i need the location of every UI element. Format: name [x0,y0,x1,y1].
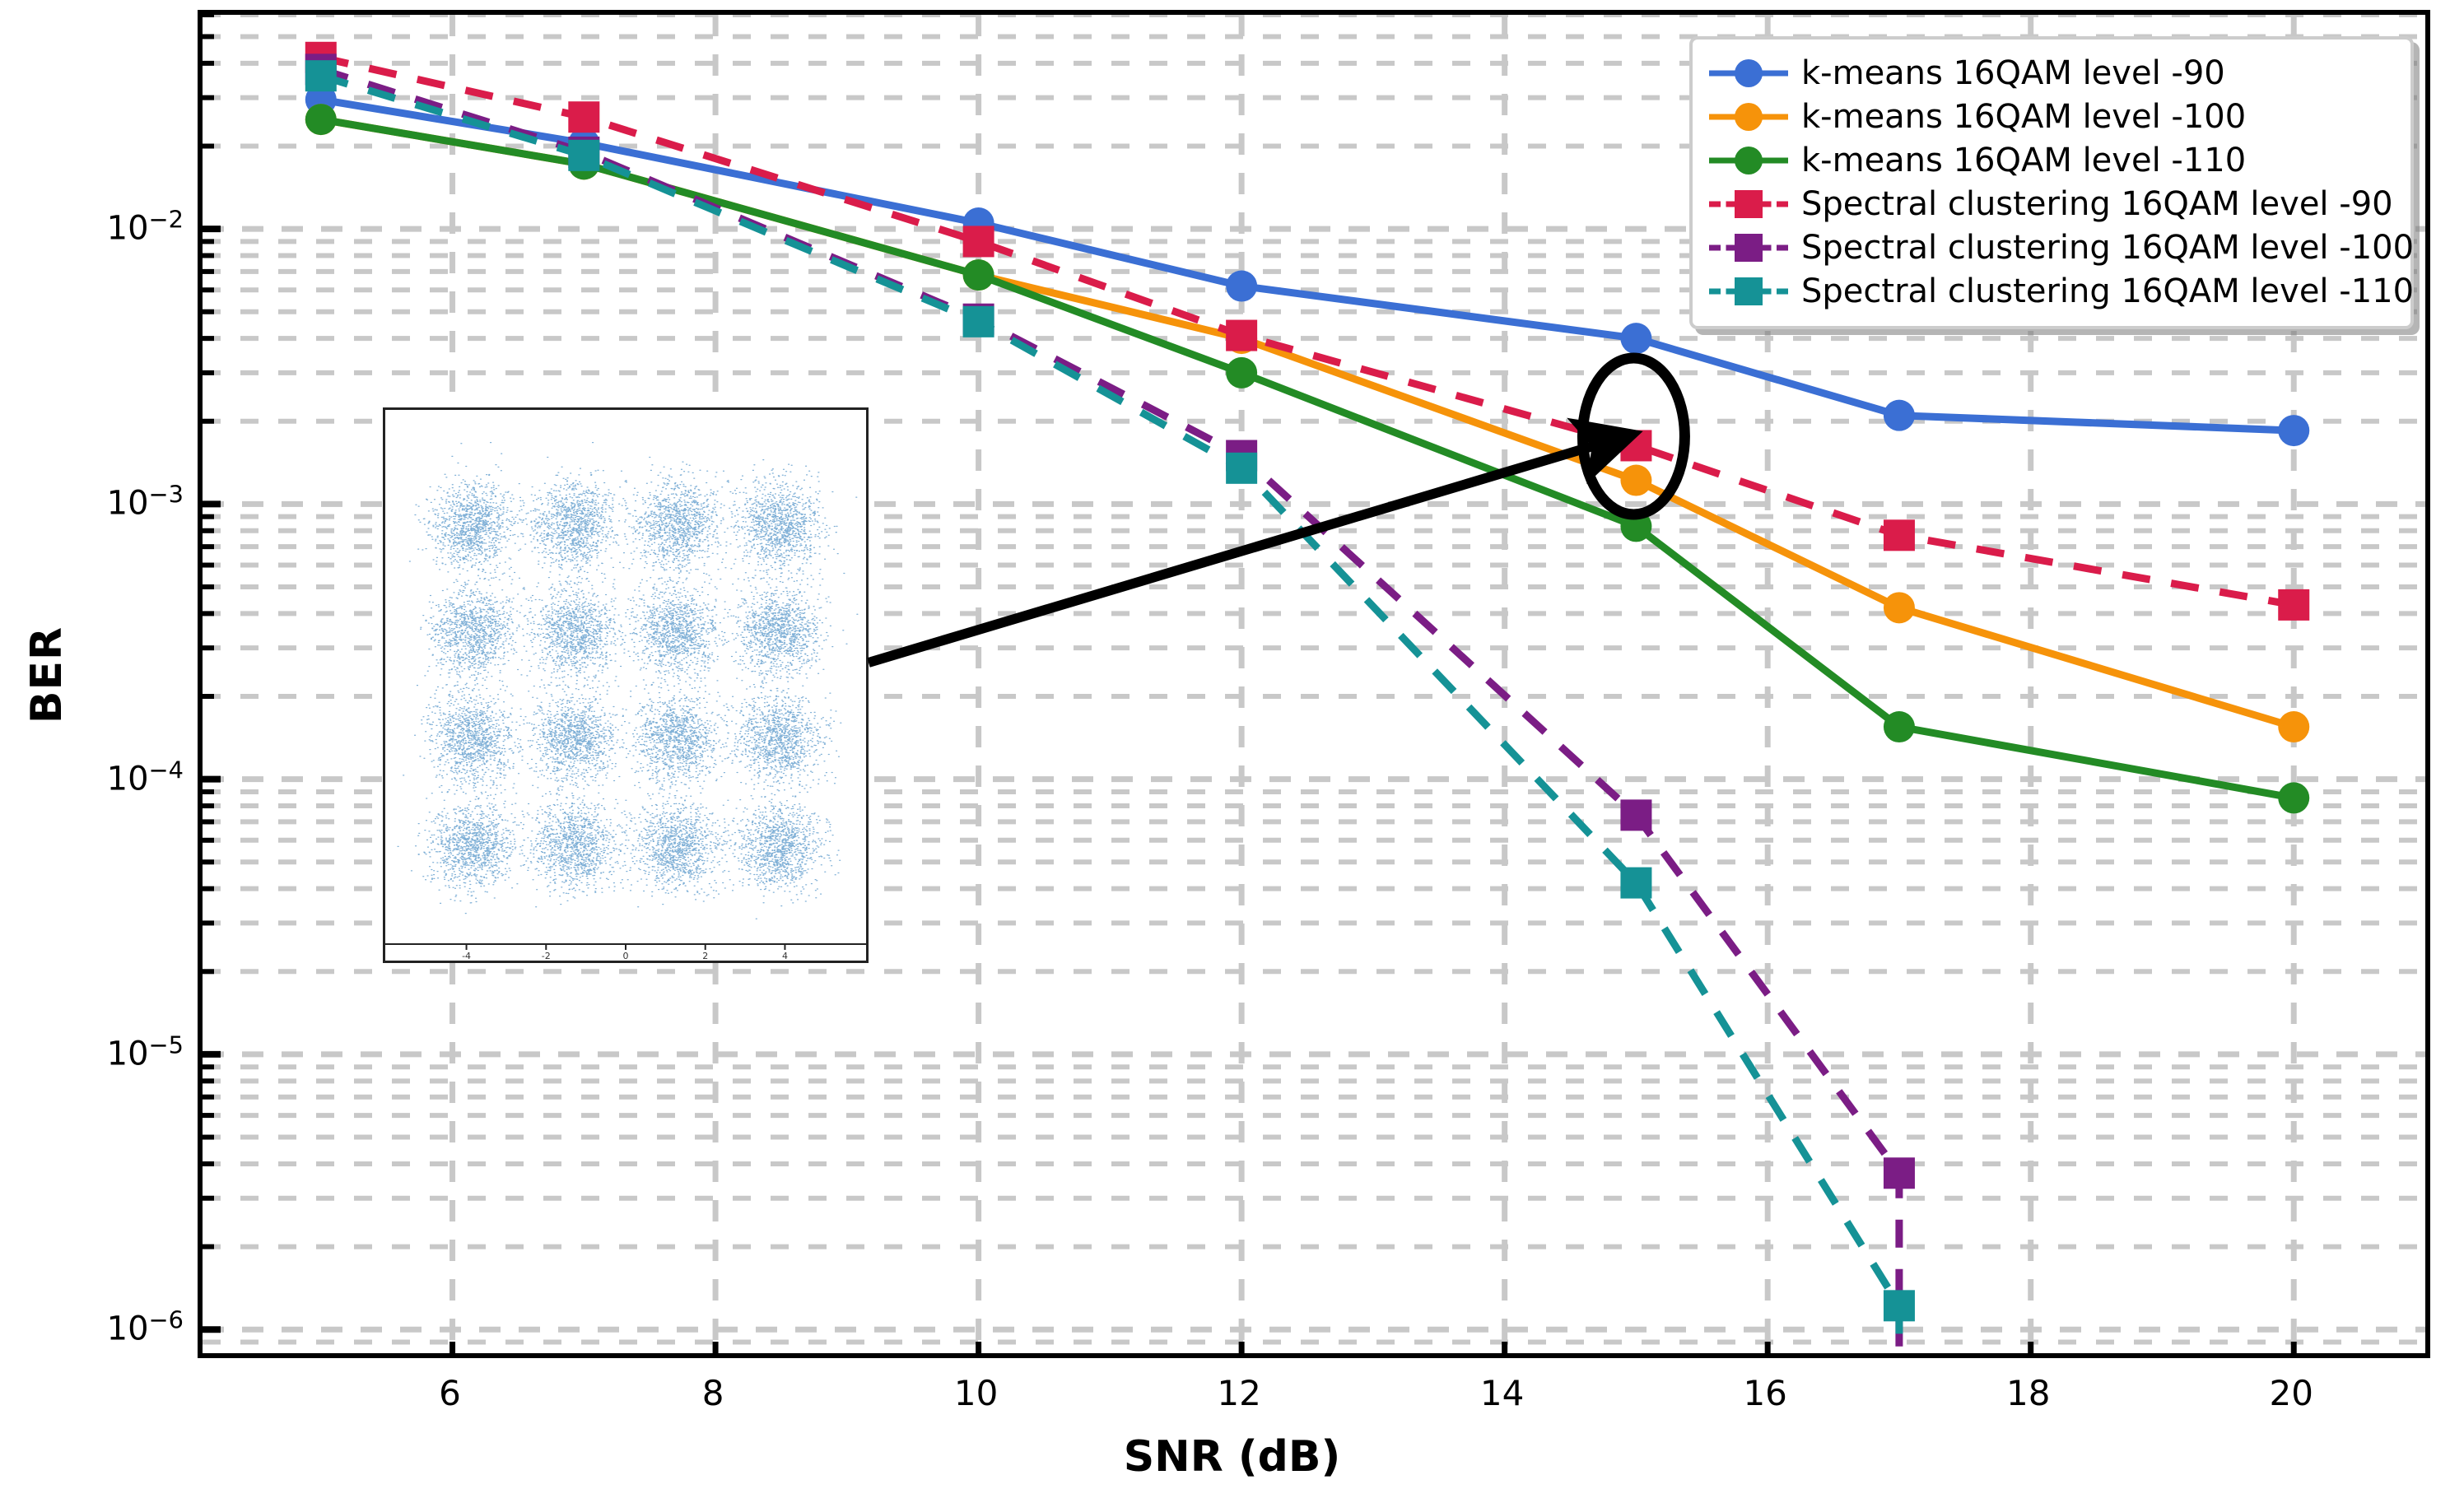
data-point-marker [1883,592,1915,624]
inset-constellation-panel: -4 -2 0 2 4 [383,407,869,963]
x-tick-label: 6 [439,1373,461,1413]
x-tick-label: 10 [953,1373,999,1413]
series-3 [305,41,2310,621]
legend-marker [1735,58,1763,87]
constellation-points [397,441,859,919]
data-point-marker [1883,711,1915,743]
data-point-marker [1883,519,1915,551]
inset-x-tick-label: 4 [781,951,788,961]
x-tick-label: 18 [2005,1373,2051,1413]
data-point-marker [1620,867,1652,899]
legend-item-3[interactable]: Spectral clustering 16QAM level -90 [1709,182,2394,226]
y-tick-label: 10−6 [106,1305,184,1348]
y-tick-label: 10−3 [106,480,184,523]
data-point-marker [1883,1157,1915,1189]
x-tick-label: 8 [701,1373,724,1413]
legend-item-label: Spectral clustering 16QAM level -110 [1801,272,2415,310]
legend-sample-line-square-icon [1709,231,1788,264]
inset-x-tick-label: -4 [462,951,472,961]
legend-item-2[interactable]: k-means 16QAM level -110 [1709,138,2394,182]
data-point-marker [1620,464,1652,496]
legend-item-label: k-means 16QAM level -90 [1801,54,2225,92]
data-point-marker [962,259,994,291]
x-tick-label: 20 [2269,1373,2313,1413]
y-tick-label: 10−4 [106,755,184,798]
legend-item-0[interactable]: k-means 16QAM level -90 [1709,51,2394,95]
legend-item-5[interactable]: Spectral clustering 16QAM level -110 [1709,269,2414,313]
data-point-marker [1620,430,1652,462]
data-point-marker [1883,1290,1915,1322]
data-point-marker [568,101,600,133]
legend: k-means 16QAM level -90 k-means 16QAM lev… [1689,36,2414,329]
data-point-marker [962,226,994,258]
data-point-marker [2278,589,2310,621]
data-point-marker [2278,415,2310,447]
legend-item-label: k-means 16QAM level -110 [1801,141,2247,179]
data-point-marker [962,305,994,337]
data-point-marker [1226,270,1258,302]
data-point-marker [305,104,337,136]
inset-scatter-svg [385,441,866,950]
x-tick-label: 16 [1743,1373,1787,1413]
legend-sample-line-square-icon [1709,188,1788,221]
legend-sample-line-square-icon [1709,275,1788,308]
data-point-marker [1883,399,1915,431]
plot-inner [203,15,2425,1353]
data-point-marker [1226,319,1258,351]
data-point-marker [1620,323,1652,355]
x-axis-label: SNR (dB) [1123,1432,1341,1482]
legend-rows: k-means 16QAM level -90 k-means 16QAM lev… [1709,51,2414,313]
x-tick-label: 14 [1479,1373,1525,1413]
y-axis-label: BER [22,626,72,724]
data-point-marker [1226,452,1258,484]
legend-marker [1735,277,1763,305]
data-point-marker [568,139,600,171]
x-tick-marks [203,15,2297,1353]
legend-item-label: Spectral clustering 16QAM level -100 [1801,228,2415,267]
legend-item-1[interactable]: k-means 16QAM level -100 [1709,95,2394,138]
legend-marker [1735,233,1763,262]
data-point-marker [1620,510,1652,542]
data-point-marker [2278,782,2310,814]
legend-item-4[interactable]: Spectral clustering 16QAM level -100 [1709,226,2414,269]
data-point-marker [2278,711,2310,743]
inset-x-tick-label: 0 [622,951,629,961]
y-tick-label: 10−5 [106,1031,184,1073]
legend-marker [1735,102,1763,131]
legend-sample-line-circle-icon [1709,100,1788,133]
data-point-marker [1226,356,1258,389]
legend-sample-line-circle-icon [1709,144,1788,177]
inset-x-tick-label: -2 [541,951,551,961]
data-point-marker [305,60,337,92]
data-point-marker [1620,799,1652,831]
legend-sample-line-circle-icon [1709,57,1788,90]
legend-marker [1735,189,1763,218]
plot-svg [203,15,2425,1353]
legend-marker [1735,146,1763,174]
y-tick-label: 10−2 [106,205,184,248]
x-tick-label: 12 [1217,1373,1261,1413]
legend-item-label: k-means 16QAM level -100 [1801,97,2247,136]
legend-item-label: Spectral clustering 16QAM level -90 [1801,184,2393,223]
inset-x-tick-label: 2 [702,951,709,961]
